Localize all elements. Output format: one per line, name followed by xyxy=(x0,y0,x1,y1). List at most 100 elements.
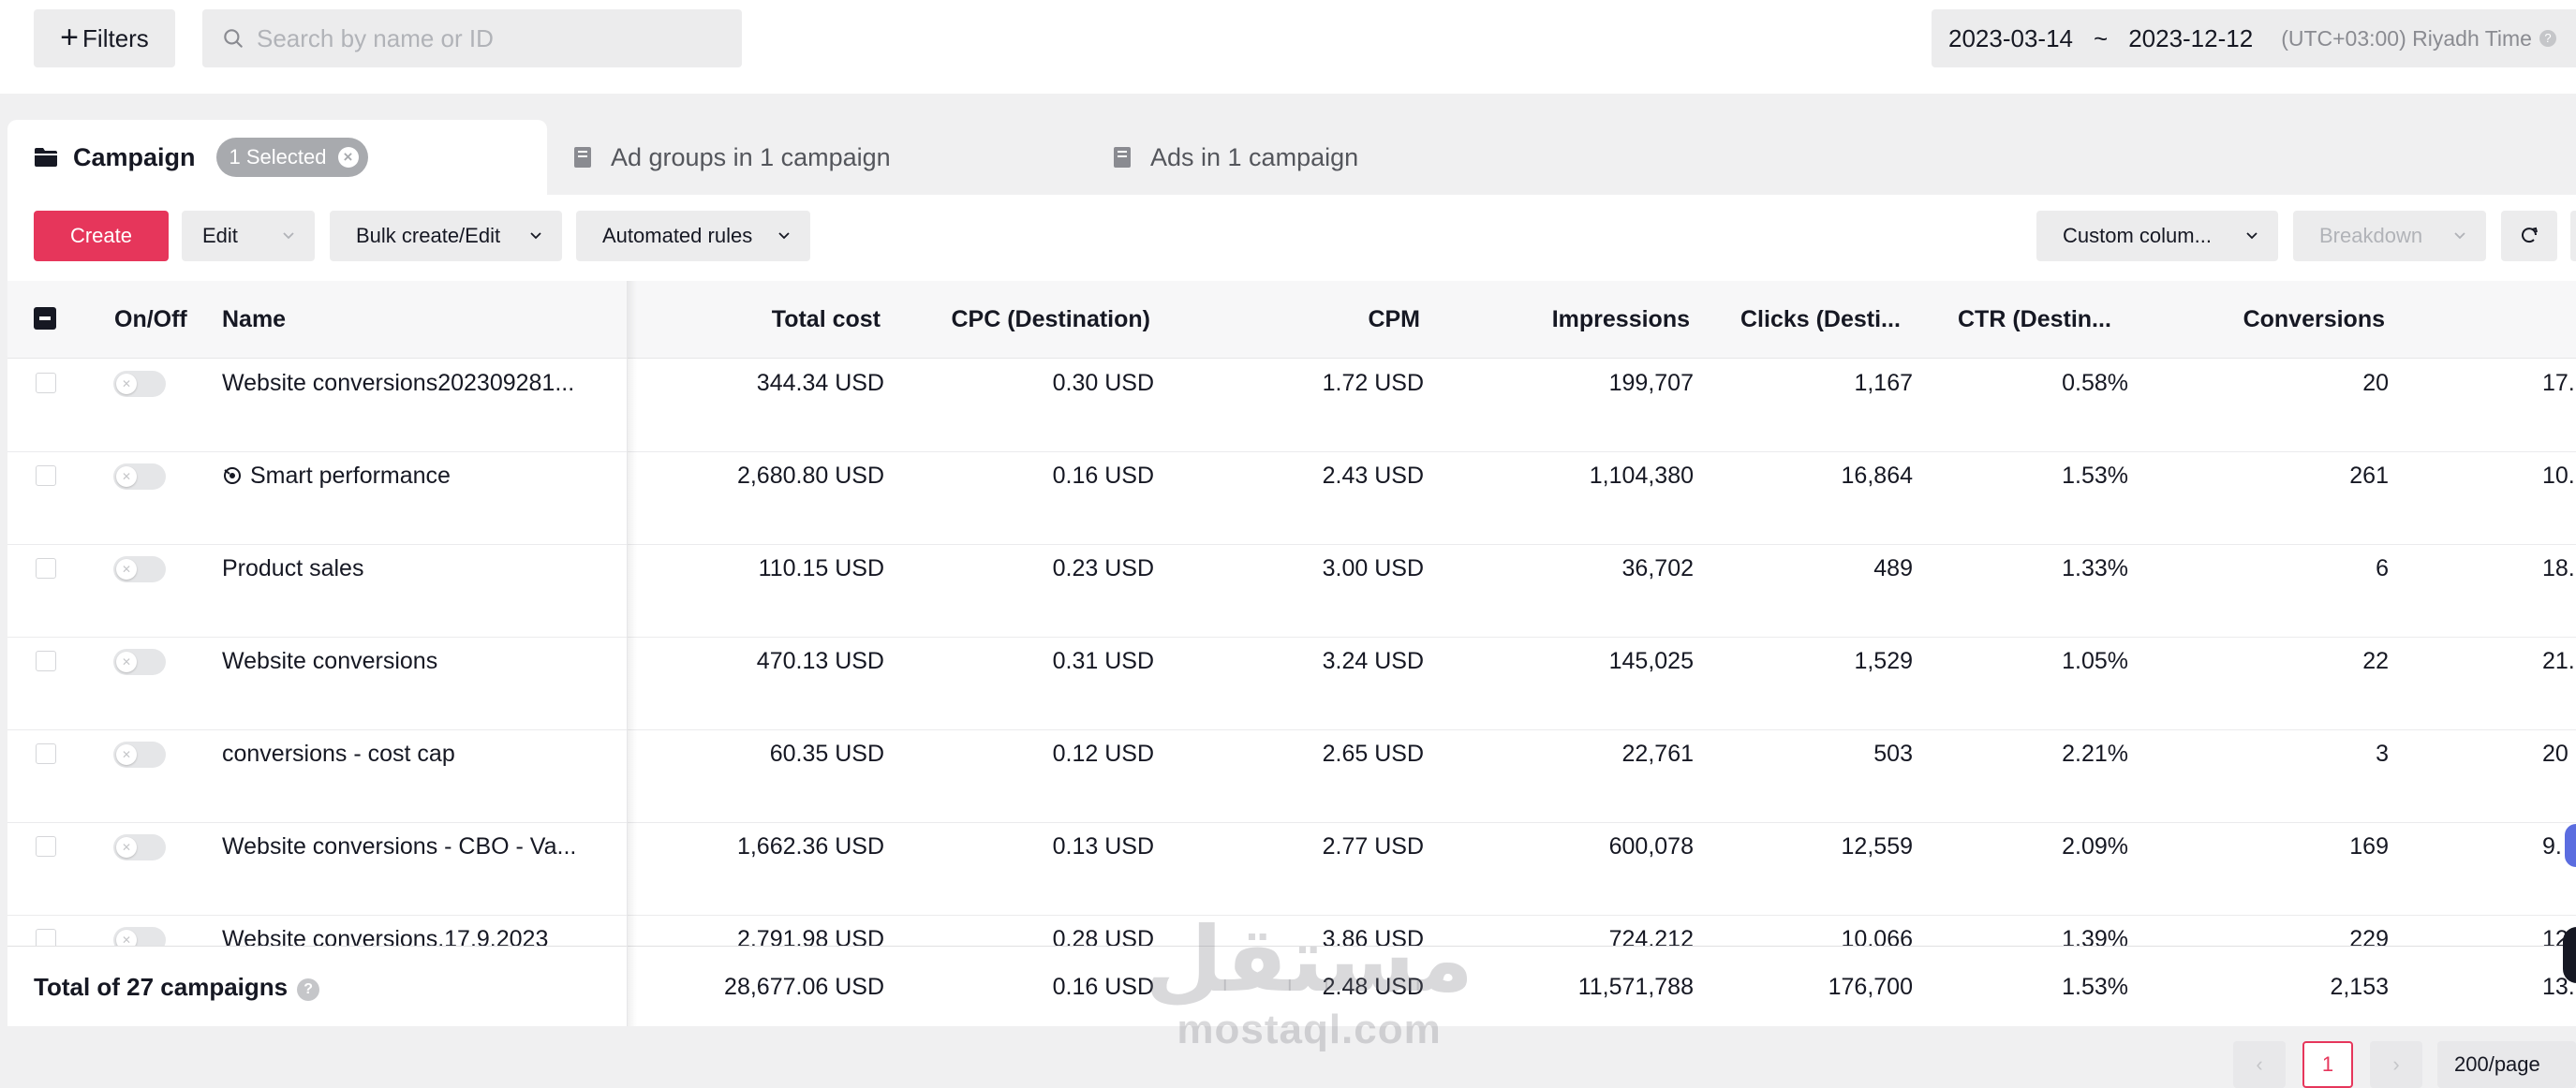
campaign-toggle[interactable]: ✕ xyxy=(113,556,166,582)
col-onoff[interactable]: On/Off xyxy=(114,306,187,332)
row-checkbox[interactable] xyxy=(36,558,56,579)
edit-dropdown[interactable]: Edit xyxy=(182,211,315,261)
filters-button[interactable]: + Filters xyxy=(34,9,175,67)
col-impressions[interactable]: Impressions xyxy=(1551,306,1690,332)
cell-cpm: 1.72 USD xyxy=(1322,370,1424,396)
col-clicks[interactable]: Clicks (Desti... xyxy=(1740,306,1901,332)
table-row[interactable]: ✕ Smart performance 2,680.80 USD 0.16 USD 2.… xyxy=(7,451,2576,545)
cell-cpm: 2.77 USD xyxy=(1322,833,1424,860)
row-checkbox[interactable] xyxy=(36,743,56,764)
next-page-button[interactable]: › xyxy=(2370,1041,2422,1088)
campaign-name-text: Smart performance xyxy=(250,463,451,489)
campaign-toggle[interactable]: ✕ xyxy=(113,463,166,490)
chevron-down-icon xyxy=(2246,232,2258,240)
row-checkbox[interactable] xyxy=(36,836,56,857)
refresh-button[interactable] xyxy=(2501,211,2557,261)
question-circle-icon[interactable]: ? xyxy=(297,978,320,1001)
close-icon: ✕ xyxy=(116,466,137,487)
cell-cpc: 0.30 USD xyxy=(1052,370,1154,396)
row-checkbox[interactable] xyxy=(36,465,56,486)
table-row[interactable]: ✕ Website conversions202309281... 344.34 U… xyxy=(7,359,2576,452)
total-label: Total of 27 campaigns? xyxy=(34,963,320,1011)
pagination-bar: ‹ 1 › 200/page xyxy=(0,1026,2576,1088)
col-cpc[interactable]: CPC (Destination) xyxy=(951,306,1151,332)
campaign-toggle[interactable]: ✕ xyxy=(113,834,166,860)
cell-extra: 20 xyxy=(2542,741,2569,767)
prev-page-button[interactable]: ‹ xyxy=(2233,1041,2286,1088)
row-checkbox[interactable] xyxy=(36,373,56,393)
cell-cpc: 0.23 USD xyxy=(1052,555,1154,581)
floating-help-bubble[interactable] xyxy=(2565,824,2576,867)
col-ctr[interactable]: CTR (Destin... xyxy=(1958,306,2111,332)
campaign-name[interactable]: Website conversions xyxy=(222,637,437,685)
cell-total-cost: 344.34 USD xyxy=(756,370,884,396)
table-row[interactable]: ✕ Product sales 110.15 USD 0.23 USD 3.00 USD… xyxy=(7,544,2576,638)
col-cpm[interactable]: CPM xyxy=(1368,306,1420,332)
current-page-button[interactable]: 1 xyxy=(2302,1041,2353,1088)
cell-extra: 9. xyxy=(2542,833,2562,860)
date-end[interactable]: 2023-12-12 xyxy=(2128,23,2254,52)
cell-conversions: 22 xyxy=(2362,648,2389,674)
select-all-checkbox[interactable] xyxy=(34,307,56,330)
cell-total-cost: 2,680.80 USD xyxy=(736,463,884,489)
table-row[interactable]: ✕ conversions - cost cap 60.35 USD 0.12 USD… xyxy=(7,729,2576,823)
row-checkbox[interactable] xyxy=(36,651,56,671)
tab-campaign[interactable]: Campaign 1 Selected × xyxy=(7,120,547,195)
smart-performance-icon xyxy=(224,467,241,484)
cell-ctr: 1.33% xyxy=(2062,555,2128,581)
total-cpm-value: 2.48 USD xyxy=(1322,974,1424,1000)
table-row[interactable]: ✕ Website conversions 470.13 USD 0.31 USD 3.… xyxy=(7,637,2576,730)
campaign-name[interactable]: conversions - cost cap xyxy=(222,729,455,778)
cell-impressions: 1,104,380 xyxy=(1589,463,1694,489)
campaign-name-text: Website conversions xyxy=(222,648,438,674)
close-icon: ✕ xyxy=(116,559,137,580)
campaign-name-text: conversions - cost cap xyxy=(222,741,455,767)
tab-ad-groups[interactable]: Ad groups in 1 campaign xyxy=(573,120,891,195)
document-icon xyxy=(1114,147,1131,168)
document-icon xyxy=(574,147,591,168)
refresh-icon xyxy=(2522,227,2538,243)
close-circle-icon[interactable]: × xyxy=(337,147,359,168)
cell-clicks: 1,529 xyxy=(1854,648,1913,674)
automated-rules-dropdown[interactable]: Automated rules xyxy=(576,211,810,261)
table-row[interactable]: ✕ Website conversions - CBO - Va... 1,662.… xyxy=(7,822,2576,916)
campaign-name[interactable]: Product sales xyxy=(222,544,363,593)
tab-ads[interactable]: Ads in 1 campaign xyxy=(1113,120,1358,195)
tab-campaign-label: Campaign xyxy=(73,142,196,171)
cell-clicks: 12,559 xyxy=(1841,833,1913,860)
timezone-label: (UTC+03:00) Riyadh Time xyxy=(2281,25,2532,51)
question-circle-icon[interactable]: ? xyxy=(2539,30,2556,47)
cell-conversions: 169 xyxy=(2349,833,2389,860)
cell-clicks: 16,864 xyxy=(1841,463,1913,489)
campaign-name[interactable]: Smart performance xyxy=(222,451,451,500)
custom-columns-dropdown[interactable]: Custom colum... xyxy=(2036,211,2278,261)
bulk-edit-dropdown[interactable]: Bulk create/Edit xyxy=(330,211,562,261)
floating-chat-bubble[interactable] xyxy=(2563,927,2576,983)
table-header: On/Off Name Total cost CPC (Destination)… xyxy=(7,281,2576,359)
campaign-toggle[interactable]: ✕ xyxy=(113,649,166,675)
search-input[interactable]: Search by name or ID xyxy=(202,9,742,67)
create-button[interactable]: Create xyxy=(34,211,169,261)
cell-total-cost: 1,662.36 USD xyxy=(736,833,884,860)
date-separator: ~ xyxy=(2094,23,2109,52)
campaign-name[interactable]: Website conversions202309281... xyxy=(222,359,574,407)
campaign-toggle[interactable]: ✕ xyxy=(113,371,166,397)
cell-ctr: 1.05% xyxy=(2062,648,2128,674)
cell-cpc: 0.13 USD xyxy=(1052,833,1154,860)
date-range-picker[interactable]: 2023-03-14 ~ 2023-12-12 (UTC+03:00) Riya… xyxy=(1932,9,2576,67)
total-row: Total of 27 campaigns? 28,677.06 USD 0.1… xyxy=(7,946,2576,1026)
more-button[interactable] xyxy=(2570,211,2576,261)
breakdown-dropdown[interactable]: Breakdown xyxy=(2293,211,2486,261)
col-name[interactable]: Name xyxy=(222,306,287,332)
col-conversions[interactable]: Conversions xyxy=(2243,306,2385,332)
cell-impressions: 22,761 xyxy=(1621,741,1694,767)
col-total-cost[interactable]: Total cost xyxy=(771,306,881,332)
campaign-name[interactable]: Website conversions - CBO - Va... xyxy=(222,822,576,871)
cell-clicks: 489 xyxy=(1873,555,1913,581)
page-size-select[interactable]: 200/page xyxy=(2437,1041,2576,1088)
total-conversions-value: 2,153 xyxy=(2330,974,2389,1000)
chevron-down-icon xyxy=(2454,232,2465,240)
action-toolbar: Create Edit Bulk create/Edit Automated r… xyxy=(7,195,2576,281)
date-start[interactable]: 2023-03-14 xyxy=(1948,23,2073,52)
campaign-toggle[interactable]: ✕ xyxy=(113,742,166,768)
